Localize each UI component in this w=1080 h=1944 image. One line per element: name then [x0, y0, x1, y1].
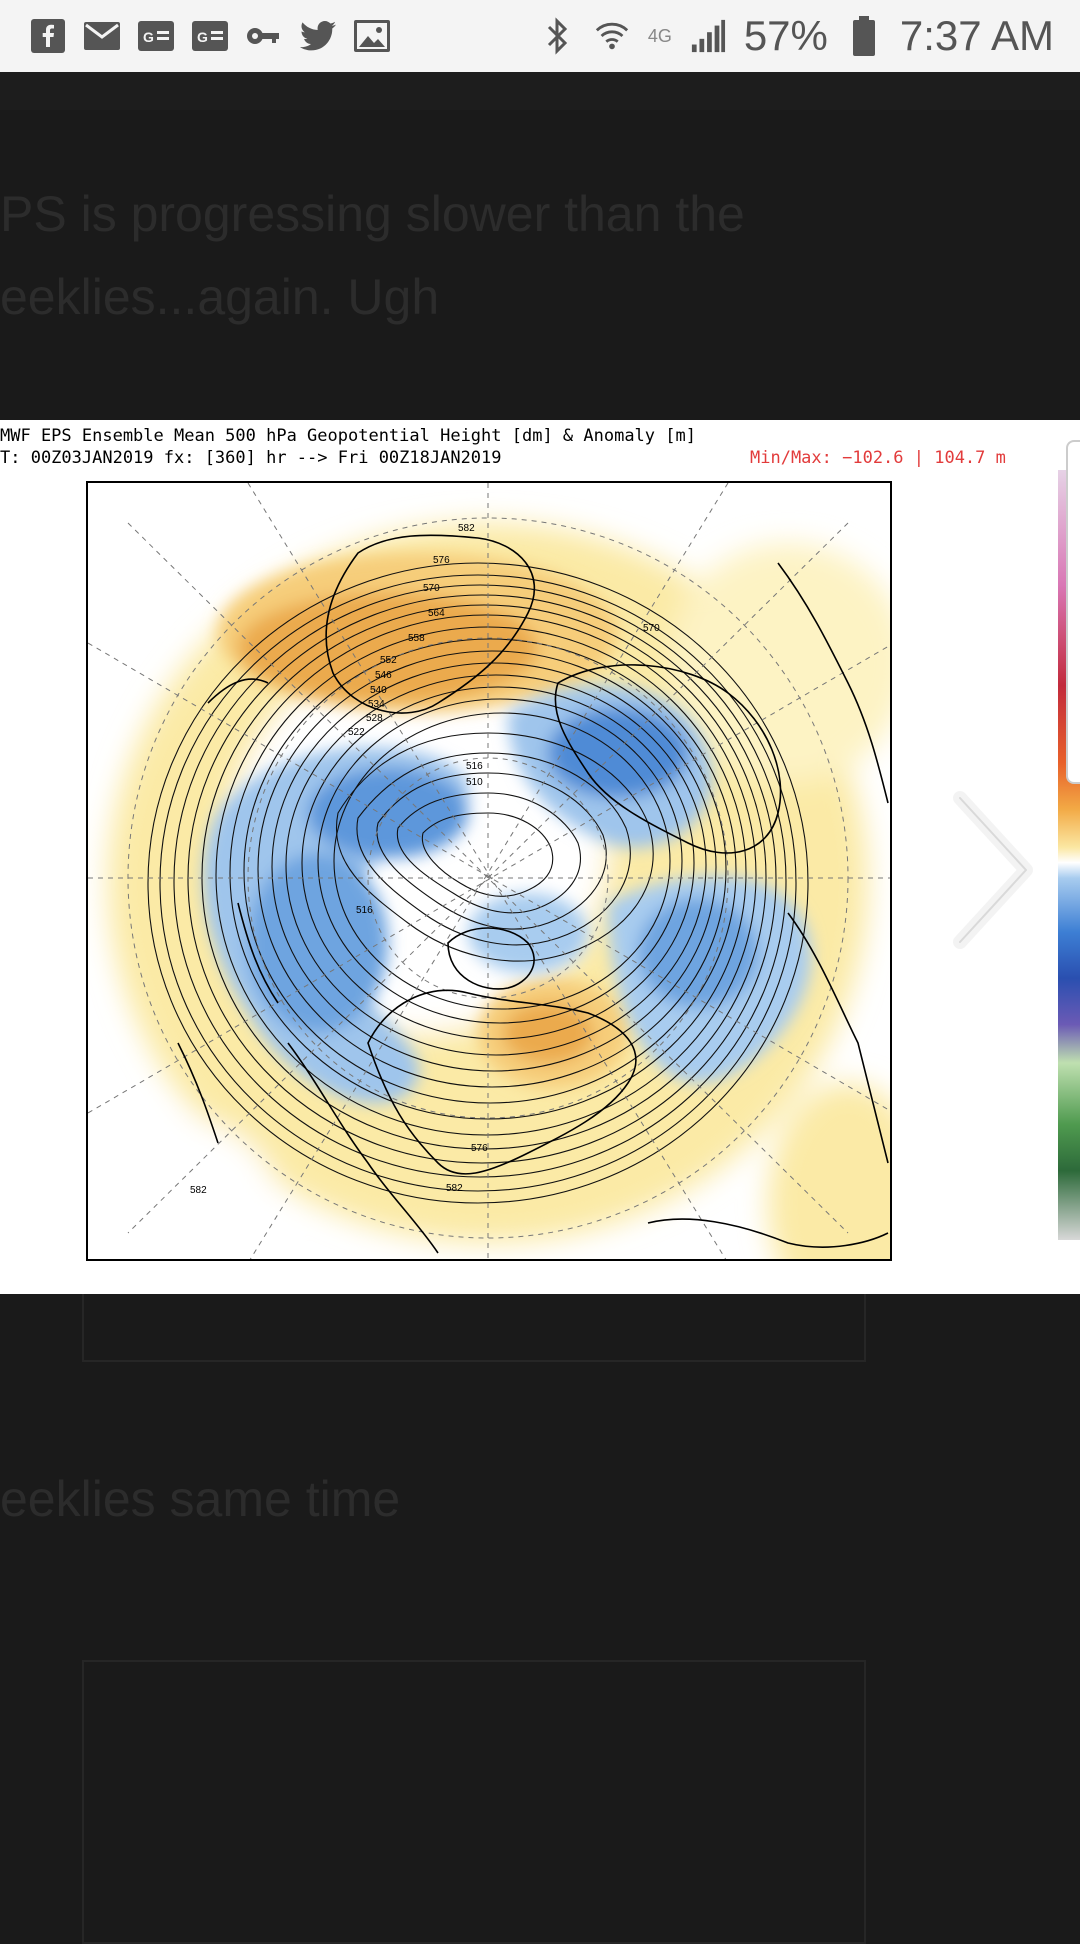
image-viewer[interactable]: MWF EPS Ensemble Mean 500 hPa Geopotenti…: [0, 420, 1080, 1294]
svg-text:582: 582: [458, 523, 475, 534]
map-graphic: 582 576 570 564 558 552 546 540 534 528 …: [88, 483, 890, 1259]
svg-text:576: 576: [433, 555, 450, 566]
svg-text:546: 546: [375, 670, 392, 681]
svg-text:582: 582: [446, 1183, 463, 1194]
svg-text:582: 582: [190, 1185, 207, 1196]
svg-text:552: 552: [380, 655, 397, 666]
svg-text:570: 570: [423, 583, 440, 594]
status-bar: G G 4G 57% 7:37 AM: [0, 0, 1080, 72]
map-minmax: Min/Max: −102.6 | 104.7 m: [750, 448, 1006, 468]
svg-text:516: 516: [466, 761, 483, 772]
svg-text:570: 570: [643, 623, 660, 634]
signal-icon: [690, 18, 726, 54]
facebook-icon: [30, 18, 66, 54]
post-image-frame: [82, 1660, 866, 1944]
notification-icons: G G: [30, 18, 390, 54]
post-text-line: PS is progressing slower than the: [0, 186, 745, 242]
svg-text:G: G: [143, 29, 154, 45]
news-icon: G: [192, 18, 228, 54]
news-icon: G: [138, 18, 174, 54]
post-image-frame: [82, 1292, 866, 1362]
wifi-icon: [594, 18, 630, 54]
gallery-icon: [354, 18, 390, 54]
bluetooth-icon: [540, 17, 576, 55]
weather-map: 582 576 570 564 558 552 546 540 534 528 …: [86, 481, 892, 1261]
key-icon: [246, 18, 282, 54]
svg-text:516: 516: [356, 905, 373, 916]
svg-text:558: 558: [408, 633, 425, 644]
map-subtitle: T: 00Z03JAN2019 fx: [360] hr --> Fri 00Z…: [0, 448, 502, 468]
svg-text:564: 564: [428, 608, 445, 619]
svg-text:528: 528: [366, 713, 383, 724]
network-type: 4G: [647, 25, 672, 46]
dimmed-top-bar: [0, 72, 1080, 110]
battery-icon: [846, 16, 882, 56]
system-icons: 4G 57% 7:37 AM: [540, 12, 1054, 60]
svg-text:522: 522: [348, 727, 365, 738]
gmail-icon: [84, 18, 120, 54]
side-panel-handle[interactable]: [1066, 440, 1080, 784]
clock: 7:37 AM: [899, 12, 1054, 59]
map-title: MWF EPS Ensemble Mean 500 hPa Geopotenti…: [0, 426, 696, 446]
next-image-chevron-icon[interactable]: [948, 790, 1038, 950]
svg-text:576: 576: [471, 1143, 488, 1154]
post-text-line: eeklies same time: [0, 1471, 401, 1527]
svg-text:540: 540: [370, 685, 387, 696]
twitter-icon: [300, 18, 336, 54]
battery-percent: 57%: [743, 12, 828, 59]
post-text-line: eeklies...again. Ugh: [0, 269, 440, 325]
svg-text:G: G: [197, 29, 208, 45]
svg-text:510: 510: [466, 777, 483, 788]
svg-text:534: 534: [368, 699, 385, 710]
